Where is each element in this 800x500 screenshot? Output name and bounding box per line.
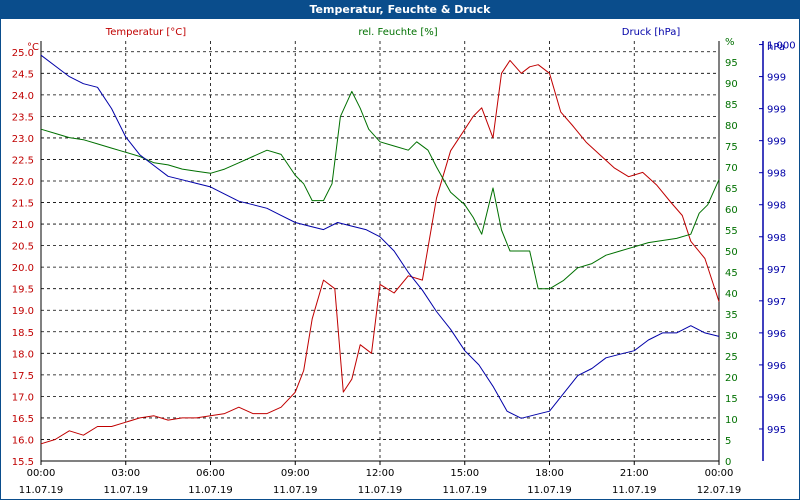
x-tick-date: 11.07.19 [273, 485, 318, 496]
mid-tick-label: 55 [725, 226, 738, 237]
mid-tick-label: 70 [725, 163, 738, 174]
temperature-line [40, 59, 720, 445]
right-tick-label: 996 [767, 361, 786, 372]
x-tick-date: 11.07.19 [358, 485, 403, 496]
left-tick-label: 24.0 [12, 91, 34, 102]
mid-tick-label: 40 [725, 289, 738, 300]
mid-tick-label: 5 [725, 436, 731, 447]
left-tick-label: 21.0 [12, 220, 34, 231]
series-label-temperature: Temperatur [°C] [105, 27, 186, 38]
left-tick-label: 23.0 [12, 134, 34, 145]
right-tick-label: 1.000 [767, 41, 796, 52]
left-tick-label: 16.0 [12, 435, 34, 446]
mid-tick-label: 25 [725, 352, 738, 363]
right-tick-label: 998 [767, 233, 786, 244]
right-tick-label: 998 [767, 169, 786, 180]
left-tick-label: 23.5 [12, 112, 34, 123]
x-tick-time: 12:00 [366, 468, 395, 479]
mid-tick-label: 95 [725, 58, 738, 69]
left-axis-unit: °C [27, 42, 39, 53]
x-tick-date: 11.07.19 [612, 485, 657, 496]
right-tick-label: 999 [767, 105, 786, 116]
pressure-line [40, 54, 720, 419]
left-tick-label: 19.5 [12, 285, 34, 296]
left-tick-label: 18.5 [12, 328, 34, 339]
mid-tick-label: 60 [725, 205, 738, 216]
mid-tick-label: 80 [725, 121, 738, 132]
mid-tick-label: 15 [725, 394, 738, 405]
humidity-line [40, 90, 720, 290]
x-tick-date: 12.07.19 [697, 485, 742, 496]
x-tick-time: 09:00 [281, 468, 310, 479]
right-tick-label: 996 [767, 329, 786, 340]
left-tick-label: 18.0 [12, 349, 34, 360]
mid-tick-label: 50 [725, 247, 738, 258]
mid-tick-label: 35 [725, 310, 738, 321]
left-tick-label: 15.5 [12, 457, 34, 468]
mid-tick-label: 75 [725, 142, 738, 153]
left-tick-label: 17.5 [12, 371, 34, 382]
left-tick-label: 20.0 [12, 263, 34, 274]
x-tick-time: 21:00 [620, 468, 649, 479]
x-tick-time: 00:00 [27, 468, 56, 479]
x-tick-time: 18:00 [535, 468, 564, 479]
x-tick-time: 00:00 [705, 468, 734, 479]
x-tick-date: 11.07.19 [19, 485, 64, 496]
right-tick-label: 999 [767, 73, 786, 84]
right-tick-label: 995 [767, 425, 786, 436]
mid-tick-label: 85 [725, 100, 738, 111]
mid-tick-label: 20 [725, 373, 738, 384]
right-tick-label: 997 [767, 297, 786, 308]
series-label-humidity: rel. Feuchte [%] [358, 27, 437, 38]
x-tick-time: 06:00 [196, 468, 225, 479]
right-tick-label: 999 [767, 137, 786, 148]
mid-tick-label: 45 [725, 268, 738, 279]
right-tick-label: 997 [767, 265, 786, 276]
left-tick-label: 19.0 [12, 306, 34, 317]
mid-tick-label: 0 [725, 457, 731, 468]
left-tick-label: 22.0 [12, 177, 34, 188]
mid-tick-label: 90 [725, 79, 738, 90]
x-tick-date: 11.07.19 [103, 485, 148, 496]
mid-tick-label: 10 [725, 415, 738, 426]
left-tick-label: 21.5 [12, 199, 34, 210]
right-tick-label: 996 [767, 393, 786, 404]
right-axis-unit: hPa [767, 42, 785, 53]
left-tick-label: 16.5 [12, 414, 34, 425]
left-tick-label: 22.5 [12, 155, 34, 166]
x-tick-date: 11.07.19 [527, 485, 572, 496]
x-tick-date: 11.07.19 [442, 485, 487, 496]
left-tick-label: 25.0 [12, 48, 34, 59]
left-tick-label: 20.5 [12, 242, 34, 253]
chart-title: Temperatur, Feuchte & Druck [1, 1, 799, 19]
right-tick-label: 998 [767, 201, 786, 212]
mid-tick-label: 65 [725, 184, 738, 195]
x-tick-time: 03:00 [111, 468, 140, 479]
left-tick-label: 17.0 [12, 392, 34, 403]
x-tick-time: 15:00 [450, 468, 479, 479]
mid-tick-label: 30 [725, 331, 738, 342]
mid-tick-label: % [725, 37, 735, 48]
x-tick-date: 11.07.19 [188, 485, 233, 496]
left-tick-label: 24.5 [12, 69, 34, 80]
series-label-pressure: Druck [hPa] [622, 27, 681, 38]
